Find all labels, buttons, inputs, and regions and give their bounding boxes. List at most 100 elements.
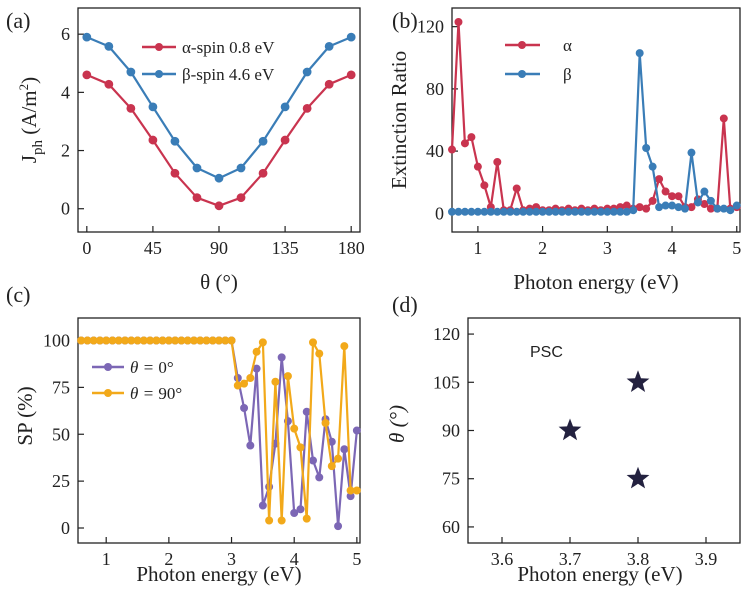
- panel-c-point-theta90: [334, 454, 343, 463]
- panel-a-ytick-label: 0: [61, 199, 70, 219]
- panel-b-ytick-label: 40: [426, 141, 444, 161]
- panel-c-point-theta90: [271, 377, 280, 386]
- panel-b-xtick-label: 4: [668, 238, 677, 258]
- panel-d-xlabel: Photon energy (eV): [517, 562, 682, 586]
- panel-c-point-theta0: [352, 426, 361, 435]
- panel-c-legend-theta0-marker: [104, 363, 112, 371]
- panel-d-star-point: [626, 466, 650, 489]
- panel-a-legend-beta: β-spin 4.6 eV: [182, 65, 275, 84]
- panel-c-point-theta90: [327, 462, 336, 471]
- panel-a-point-alpha: [236, 193, 246, 203]
- panel-b-xtick-label: 1: [473, 238, 482, 258]
- panel-b-point-alpha: [661, 187, 670, 196]
- panel-c-point-theta90: [296, 443, 305, 452]
- panel-d-annotation: PSC: [530, 344, 563, 361]
- panel-a-point-alpha: [324, 79, 334, 89]
- panel-b-ytick-label: 0: [435, 203, 444, 223]
- panel-a-xtick-label: 0: [82, 238, 91, 258]
- panel-b-point-beta: [693, 198, 702, 207]
- panel-c-point-theta0: [240, 403, 249, 412]
- panel-d-star-point: [558, 418, 582, 441]
- panel-d-points: [558, 370, 650, 489]
- panel-a-point-beta: [302, 67, 312, 77]
- panel-a-ylabel-sub: ph: [30, 139, 46, 155]
- panel-a-point-beta: [170, 136, 180, 146]
- panel-b-point-alpha: [454, 17, 463, 26]
- panel-c-point-theta90: [252, 347, 261, 356]
- panel-b-point-beta: [629, 206, 638, 215]
- panel-b-point-beta: [687, 148, 696, 157]
- panel-c-point-theta0: [290, 508, 299, 517]
- panel-a-legend-beta-marker: [155, 70, 163, 78]
- panel-b-point-alpha: [719, 114, 728, 123]
- panel-b-point-beta: [622, 207, 631, 216]
- panel-a-point-alpha: [126, 103, 136, 113]
- panel-a-point-alpha: [346, 70, 356, 80]
- panel-b-point-alpha: [674, 192, 683, 201]
- panel-d-frame: [467, 317, 741, 544]
- panel-b-ylabel: Extinction Ratio: [387, 51, 411, 189]
- panel-b-series-line-beta: [452, 51, 738, 213]
- panel-c-point-theta0: [308, 456, 317, 465]
- panel-c-point-theta0: [334, 522, 343, 531]
- panel-b-legend-beta: β: [563, 65, 572, 84]
- panel-d-ytick-label: 90: [442, 421, 460, 441]
- panel-c-point-theta0: [315, 473, 324, 482]
- panel-b-point-alpha: [648, 196, 657, 205]
- panel-d-xtick-label: 3.8: [627, 549, 650, 569]
- panel-a-point-alpha: [192, 193, 202, 203]
- panel-a-xtick-label: 135: [272, 238, 299, 258]
- panel-a-point-alpha: [82, 70, 92, 80]
- panel-c-point-theta0: [246, 441, 255, 450]
- panel-a-point-beta: [236, 163, 246, 173]
- panel-c-legend: θ = 0° θ = 90°: [92, 358, 182, 403]
- panel-c-ytick-label: 100: [43, 331, 70, 351]
- panel-a-point-alpha: [302, 103, 312, 113]
- panel-b-point-beta: [668, 201, 677, 210]
- panel-a-xtick-label: 90: [210, 238, 228, 258]
- panel-b-point-alpha: [467, 133, 476, 142]
- panel-c-point-theta90: [283, 372, 292, 381]
- panel-c-point-theta90: [321, 418, 330, 427]
- panel-b-point-beta: [655, 203, 664, 212]
- panel-b-point-beta: [674, 203, 683, 212]
- panel-b-legend-beta-marker: [518, 70, 526, 78]
- panel-a-point-beta: [258, 136, 268, 146]
- panel-c-ylabel: SP (%): [13, 386, 37, 445]
- panel-c-series-line-theta0: [81, 339, 358, 528]
- panel-b-point-alpha: [493, 157, 502, 166]
- panel-a-point-beta: [214, 173, 224, 183]
- panel-a-legend: α-spin 0.8 eV β-spin 4.6 eV: [142, 38, 275, 84]
- panel-c-point-theta0: [296, 505, 305, 514]
- panel-b-label: (b): [392, 8, 418, 33]
- panel-b-point-beta: [732, 201, 741, 210]
- panel-c-legend-theta90-marker: [104, 389, 112, 397]
- panel-a-point-beta: [324, 42, 334, 51]
- theta0-value: 0°: [158, 358, 173, 377]
- panel-a-legend-alpha: α-spin 0.8 eV: [182, 38, 275, 57]
- panel-b-point-alpha: [687, 203, 696, 212]
- panel-c-ytick-label: 25: [52, 471, 70, 491]
- panel-c-point-theta90: [258, 338, 267, 347]
- panel-a-ylabel-unit: (A/m: [17, 90, 41, 140]
- panel-c-point-theta90: [302, 514, 311, 523]
- panel-b-legend-alpha: α: [563, 36, 572, 55]
- panel-b-legend-alpha-marker: [518, 41, 526, 49]
- panel-b-xtick-label: 3: [603, 238, 612, 258]
- panel-a-series-line-alpha: [86, 73, 352, 207]
- panel-a-point-beta: [82, 32, 92, 42]
- panel-c-xtick-label: 5: [352, 549, 361, 569]
- panel-b-series: [447, 17, 741, 216]
- panel-c-point-theta90: [308, 338, 317, 347]
- panel-b-point-alpha: [460, 139, 469, 148]
- panel-d-ylabel: θ (°): [385, 405, 409, 443]
- panel-c-point-theta90: [315, 349, 324, 358]
- panel-d-star-point: [626, 370, 650, 392]
- panel-b-xlabel: Photon energy (eV): [513, 270, 678, 294]
- panel-b-point-alpha: [447, 145, 456, 154]
- panel-c-point-theta0: [277, 353, 286, 362]
- panel-b-point-alpha: [512, 184, 521, 193]
